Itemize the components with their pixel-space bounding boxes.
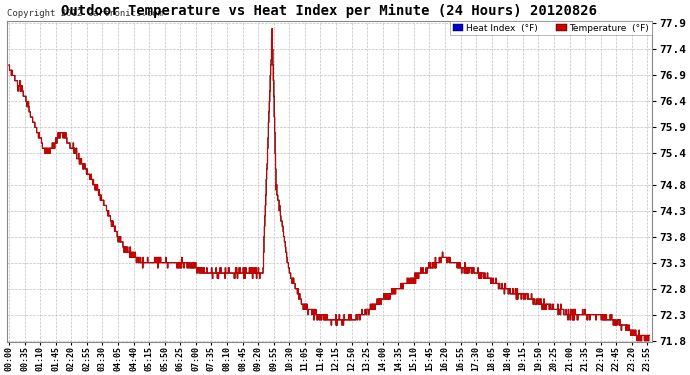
Title: Outdoor Temperature vs Heat Index per Minute (24 Hours) 20120826: Outdoor Temperature vs Heat Index per Mi…	[61, 4, 598, 18]
Text: Copyright 2012 Cartronics.com: Copyright 2012 Cartronics.com	[7, 9, 163, 18]
Legend: Heat Index  (°F), Temperature  (°F): Heat Index (°F), Temperature (°F)	[450, 21, 652, 35]
